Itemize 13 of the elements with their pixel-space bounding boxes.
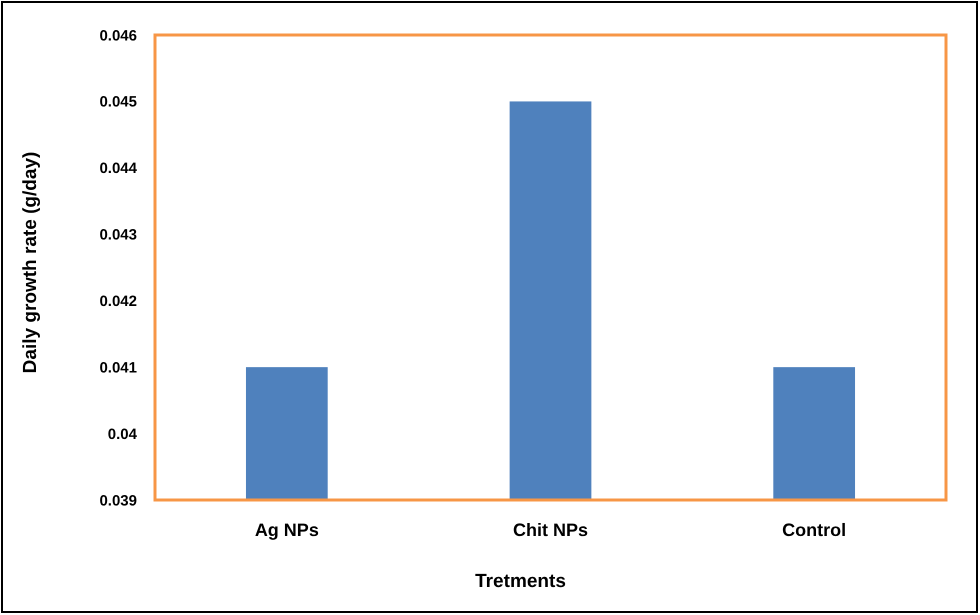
y-tick-label: 0.04 (108, 426, 138, 443)
y-tick-label: 0.044 (99, 160, 138, 178)
x-tick-label: Ag NPs (254, 520, 319, 540)
y-axis-title: Daily growth rate (g/day) (20, 152, 41, 374)
y-tick-label: 0.045 (99, 94, 137, 111)
y-tick-label: 0.041 (99, 359, 137, 376)
y-tick-label: 0.039 (99, 492, 137, 510)
y-tick-label: 0.043 (99, 226, 137, 244)
x-axis-title: Tretments (475, 571, 566, 592)
y-tick-label: 0.042 (99, 292, 137, 310)
x-tick-label: Chit NPs (512, 520, 588, 540)
x-tick-label: Control (782, 520, 846, 540)
y-tick-label: 0.046 (99, 27, 137, 44)
